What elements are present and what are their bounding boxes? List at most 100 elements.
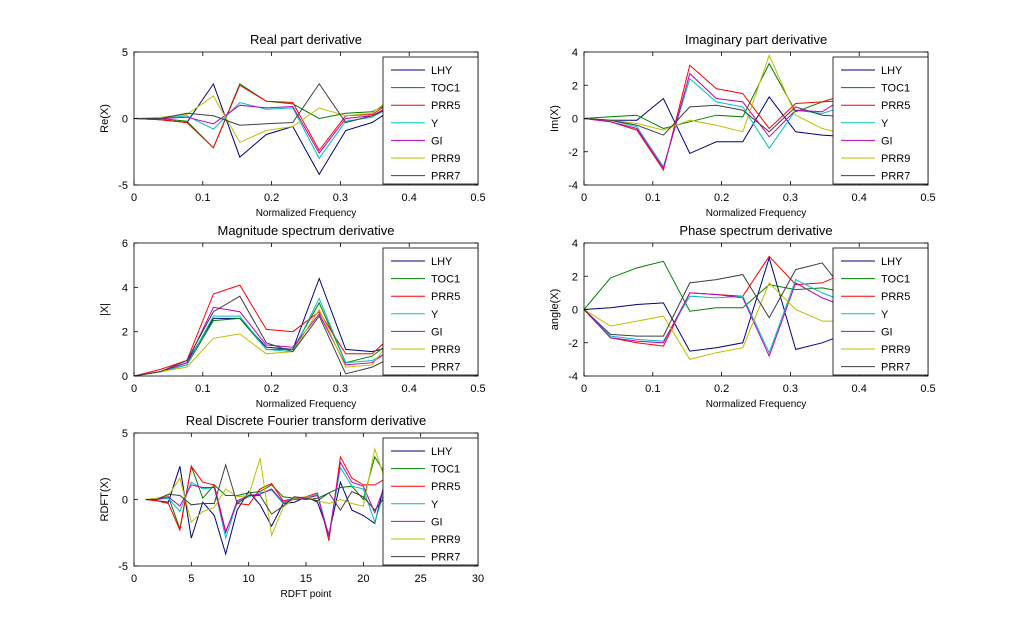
x-tick-label: 15 [300, 573, 312, 585]
x-tick-label: 0.2 [264, 192, 279, 204]
series-line-lhy [584, 256, 849, 352]
y-tick-label: 4 [122, 282, 128, 294]
y-tick-label: 5 [122, 428, 128, 440]
legend-label-prr5: PRR5 [431, 100, 460, 112]
series-line-prr5 [134, 284, 399, 376]
legend-label-prr5: PRR5 [881, 100, 910, 112]
legend-label-toc1: TOC1 [881, 83, 910, 95]
legend-label-prr7: PRR7 [881, 171, 910, 183]
chart-title: Real Discrete Fourier transform derivati… [186, 413, 427, 428]
series-line-gi [134, 100, 399, 155]
x-tick-label: 0.4 [852, 192, 867, 204]
legend-label-prr9: PRR9 [431, 344, 460, 356]
y-axis-label: Im(X) [549, 105, 561, 132]
legend-label-prr7: PRR7 [431, 362, 460, 374]
chart-title: Phase spectrum derivative [679, 223, 832, 238]
x-tick-label: 0.4 [402, 192, 417, 204]
legend-box [832, 247, 929, 376]
series-line-gi [584, 72, 849, 170]
y-tick-label: -5 [118, 180, 128, 192]
legend-label-lhy: LHY [881, 256, 903, 268]
x-tick-label: 0.5 [470, 192, 485, 204]
legend-label-prr7: PRR7 [431, 552, 460, 564]
legend-label-gi: GI [431, 135, 443, 147]
legend-label-prr7: PRR7 [881, 362, 910, 374]
x-tick-label: 25 [415, 573, 427, 585]
x-tick-label: 0.5 [470, 383, 485, 395]
series-lines [134, 277, 400, 376]
x-tick-label: 0.2 [714, 383, 729, 395]
legend-label-y: Y [881, 118, 889, 130]
legend-label-prr9: PRR9 [881, 153, 910, 165]
chart-title: Real part derivative [250, 32, 362, 47]
x-tick-label: 5 [188, 573, 194, 585]
y-tick-label: 0 [572, 114, 578, 126]
legend-label-gi: GI [881, 135, 893, 147]
x-tick-label: 0.5 [920, 192, 935, 204]
legend-label-prr7: PRR7 [431, 171, 460, 183]
x-tick-label: 0.4 [852, 383, 867, 395]
x-tick-label: 0.1 [195, 192, 210, 204]
legend-label-lhy: LHY [431, 446, 453, 458]
legend-label-lhy: LHY [431, 65, 453, 77]
legend-label-gi: GI [881, 326, 893, 338]
y-axis-label: angle(X) [549, 289, 561, 331]
x-axis-label: Normalized Frequency [706, 399, 807, 410]
legend-label-prr5: PRR5 [431, 291, 460, 303]
series-line-y [584, 77, 849, 168]
x-axis-label: RDFT point [281, 589, 332, 600]
x-tick-label: 0 [131, 383, 137, 395]
series-line-prr7 [584, 104, 849, 136]
x-tick-label: 20 [357, 573, 369, 585]
legend-label-prr9: PRR9 [431, 153, 460, 165]
series-line-lhy [145, 466, 387, 556]
series-line-lhy [584, 96, 849, 155]
x-tick-label: 0 [581, 192, 587, 204]
legend-label-y: Y [431, 309, 439, 321]
y-tick-label: 6 [122, 238, 128, 250]
x-axis-label: Normalized Frequency [706, 208, 807, 219]
x-axis-label: Normalized Frequency [256, 399, 357, 410]
x-tick-label: 10 [243, 573, 255, 585]
series-line-toc1 [584, 62, 849, 130]
panel-imaginary-part: 0 0.1 0.2 0.3 0.4 0.5 -4 -2 0 2 4 Imaginary part de… [549, 32, 936, 219]
legend-label-lhy: LHY [431, 256, 453, 268]
series-line-prr9 [134, 308, 400, 376]
series-line-prr9 [584, 53, 849, 136]
y-tick-label: 5 [122, 47, 128, 59]
y-tick-label: 0 [122, 495, 128, 507]
series-line-toc1 [584, 260, 849, 312]
y-tick-label: 4 [572, 238, 578, 250]
x-tick-label: 0 [581, 383, 587, 395]
legend-label-toc1: TOC1 [431, 83, 460, 95]
x-tick-label: 0.1 [195, 383, 210, 395]
x-tick-label: 0.4 [402, 383, 417, 395]
panel-phase-spectrum: 0 0.1 0.2 0.3 0.4 0.5 -4 -2 0 2 4 Phase spectrum de… [549, 223, 936, 410]
x-tick-label: 0 [131, 192, 137, 204]
series-line-prr7 [134, 295, 399, 376]
y-tick-label: -2 [568, 147, 578, 159]
chart-title: Magnitude spectrum derivative [217, 223, 394, 238]
y-tick-label: 2 [572, 271, 578, 283]
legend-label-toc1: TOC1 [431, 274, 460, 286]
series-line-gi [145, 460, 387, 537]
legend-label-prr9: PRR9 [881, 344, 910, 356]
legend-box [382, 437, 479, 566]
legend-label-toc1: TOC1 [431, 464, 460, 476]
series-line-prr7 [145, 463, 387, 515]
series-lines [584, 53, 849, 172]
legend-label-gi: GI [431, 326, 443, 338]
legend-label-lhy: LHY [881, 65, 903, 77]
legend-label-y: Y [431, 499, 439, 511]
legend-label-toc1: TOC1 [881, 274, 910, 286]
series-line-y [584, 278, 849, 355]
legend-label-prr5: PRR5 [881, 291, 910, 303]
x-tick-label: 30 [472, 573, 484, 585]
y-tick-label: -2 [568, 338, 578, 350]
y-axis-label: Re(X) [99, 104, 111, 133]
y-tick-label: -4 [568, 180, 578, 192]
x-tick-label: 0.2 [264, 383, 279, 395]
series-line-gi [134, 306, 399, 376]
x-tick-label: 0.5 [920, 383, 935, 395]
